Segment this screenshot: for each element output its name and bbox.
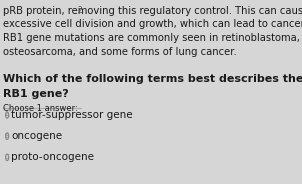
Text: tumor-suppressor gene: tumor-suppressor gene	[11, 110, 133, 120]
Text: B: B	[5, 133, 9, 139]
Text: RB1 gene?: RB1 gene?	[3, 89, 69, 99]
Text: A: A	[5, 112, 9, 118]
Text: C: C	[5, 154, 9, 160]
Text: 2: 2	[77, 6, 82, 15]
Text: oncogene: oncogene	[11, 131, 63, 141]
Text: Which of the following terms best describes the normal (non-mutated): Which of the following terms best descri…	[3, 74, 302, 84]
Text: excessive cell division and growth, which can lead to cancer.: excessive cell division and growth, whic…	[3, 19, 302, 29]
Text: proto-oncogene: proto-oncogene	[11, 152, 94, 162]
Text: osteosarcoma, and some forms of lung cancer.: osteosarcoma, and some forms of lung can…	[3, 47, 237, 57]
Text: RB1 gene mutations are commonly seen in retinoblastoma,: RB1 gene mutations are commonly seen in …	[3, 33, 300, 43]
Text: pRB protein, removing this regulatory control. This can cause: pRB protein, removing this regulatory co…	[3, 6, 302, 15]
Text: Choose 1 answer:: Choose 1 answer:	[3, 104, 78, 113]
